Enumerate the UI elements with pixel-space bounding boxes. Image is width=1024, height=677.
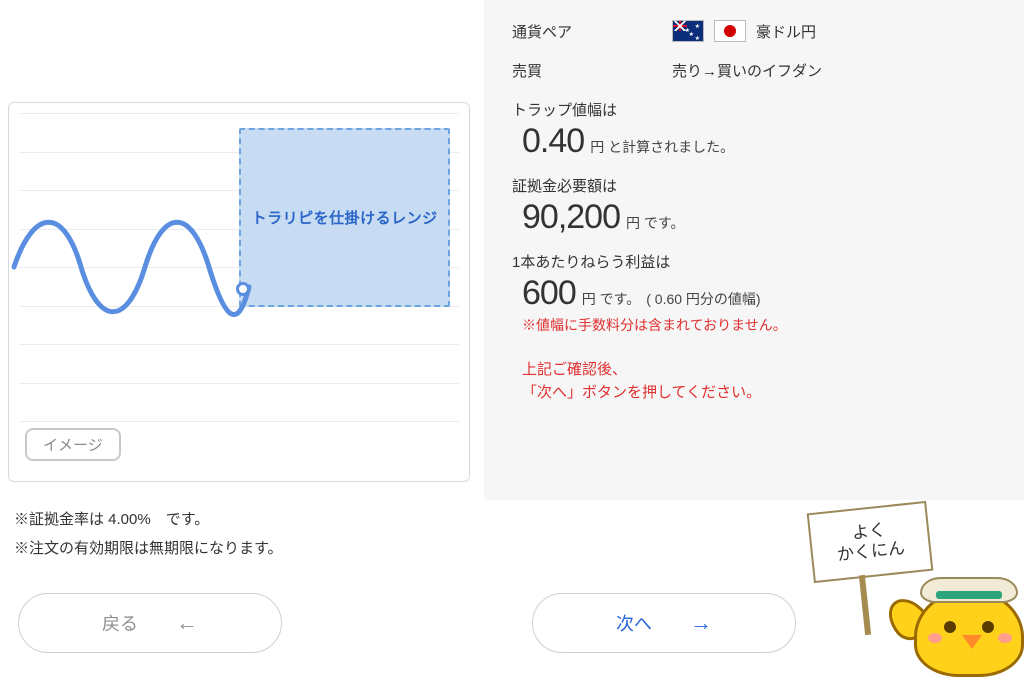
trap-suffix: 円 と計算されました。 bbox=[590, 137, 734, 157]
arrow-right-icon: → bbox=[690, 610, 712, 636]
back-button[interactable]: 戻る ← bbox=[18, 593, 282, 653]
margin-value: 90,200 bbox=[522, 198, 620, 237]
row-currency-pair: 通貨ペア 豪ドル円 bbox=[512, 20, 996, 42]
mascot: よく かくにん bbox=[804, 501, 1024, 671]
profit-suffix: 円 です。 bbox=[582, 289, 641, 309]
next-button-label: 次へ bbox=[616, 610, 652, 636]
trap-label: トラップ値幅は bbox=[512, 99, 996, 120]
image-badge: イメージ bbox=[25, 428, 121, 461]
side-value: 売り→買いのイフダン bbox=[672, 60, 822, 81]
confirm-line2: 「次へ」ボタンを押してください。 bbox=[522, 382, 996, 405]
footer-notes: ※証拠金率は 4.00% です。 ※注文の有効期限は無期限になります。 bbox=[14, 506, 283, 563]
footer-note-1: ※証拠金率は 4.00% です。 bbox=[14, 506, 283, 535]
profit-value: 600 bbox=[522, 274, 576, 313]
sign-line2: かくにん bbox=[836, 538, 906, 565]
wave-end-dot bbox=[236, 282, 250, 296]
profit-label: 1本あたりねらう利益は bbox=[512, 251, 996, 272]
confirm-text: 上記ご確認後、 「次へ」ボタンを押してください。 bbox=[512, 359, 996, 404]
flag-jp-icon bbox=[714, 20, 746, 42]
metric-margin: 証拠金必要額は 90,200 円 です。 bbox=[512, 175, 996, 237]
profit-paren: ( 0.60 円分の値幅) bbox=[646, 289, 760, 309]
margin-label: 証拠金必要額は bbox=[512, 175, 996, 196]
pair-value: 豪ドル円 bbox=[756, 21, 816, 42]
details-panel: 通貨ペア 豪ドル円 売買 売り→買いのイフダン トラップ値幅は 0.40 円 と… bbox=[484, 0, 1024, 500]
mascot-sign-stick bbox=[859, 575, 871, 635]
chart-panel: トラリピを仕掛けるレンジ イメージ bbox=[8, 102, 470, 482]
footer-note-2: ※注文の有効期限は無期限になります。 bbox=[14, 535, 283, 564]
side-label: 売買 bbox=[512, 60, 672, 81]
mascot-sign: よく かくにん bbox=[807, 501, 934, 583]
profit-note: ※値幅に手数料分は含まれておりません。 bbox=[512, 315, 996, 335]
margin-suffix: 円 です。 bbox=[626, 213, 685, 233]
mascot-chick bbox=[894, 567, 1024, 677]
confirm-line1: 上記ご確認後、 bbox=[522, 359, 996, 382]
metric-trap: トラップ値幅は 0.40 円 と計算されました。 bbox=[512, 99, 996, 161]
pair-label: 通貨ペア bbox=[512, 21, 672, 42]
trap-value: 0.40 bbox=[522, 122, 584, 161]
flag-au-icon bbox=[672, 20, 704, 42]
back-button-label: 戻る bbox=[102, 610, 138, 636]
chart-grid: トラリピを仕掛けるレンジ bbox=[19, 113, 459, 421]
metric-profit: 1本あたりねらう利益は 600 円 です。 ( 0.60 円分の値幅) ※値幅に… bbox=[512, 251, 996, 335]
next-button[interactable]: 次へ → bbox=[532, 593, 796, 653]
price-wave bbox=[19, 113, 459, 421]
row-side: 売買 売り→買いのイフダン bbox=[512, 60, 996, 81]
arrow-left-icon: ← bbox=[176, 610, 198, 636]
sign-line1: よく bbox=[851, 520, 887, 544]
